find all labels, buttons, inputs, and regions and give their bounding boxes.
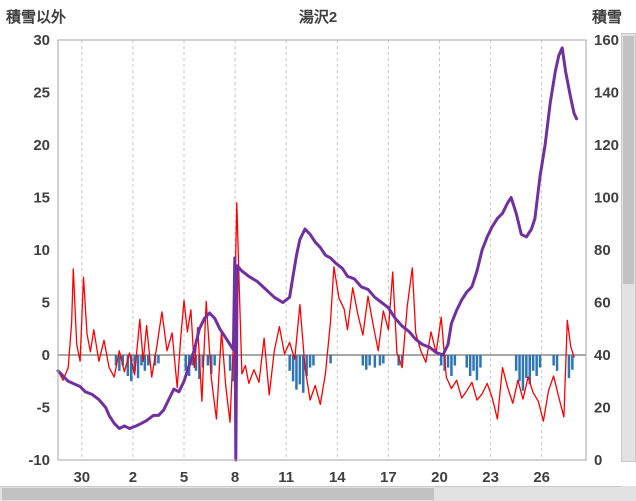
x-axis-tick-label: 23 — [482, 469, 499, 486]
blue-bars-bar — [378, 355, 382, 366]
right-axis-title: 積雪 — [591, 9, 622, 26]
blue-bars-bar — [291, 355, 295, 382]
blue-bars-bar — [312, 355, 315, 366]
blue-bars-bar — [555, 355, 559, 371]
x-axis-tick-label: 14 — [329, 469, 346, 486]
horizontal-scrollbar[interactable] — [0, 486, 636, 501]
blue-bars-bar — [382, 355, 385, 364]
scrollbar-corner — [621, 486, 636, 501]
blue-bars-bar — [191, 355, 194, 366]
left-axis-tick-label: 5 — [42, 295, 50, 312]
blue-bars-bar — [136, 355, 140, 379]
left-axis-tick-label: 10 — [33, 242, 50, 259]
blue-bars-bar — [571, 355, 574, 370]
left-axis-tick-label: -10 — [28, 452, 50, 469]
blue-bars-bar — [206, 355, 210, 366]
blue-bars-bar — [305, 355, 308, 376]
blue-bars-bar — [528, 355, 531, 385]
blue-bars-bar — [368, 355, 371, 366]
blue-bars-bar — [201, 355, 204, 368]
blue-bars-bar — [518, 355, 521, 382]
blue-bars-bar — [295, 355, 298, 390]
left-axis-title: 積雪以外 — [6, 9, 67, 26]
blue-bars-bar — [475, 355, 479, 381]
blue-bars-bar — [210, 355, 213, 374]
right-axis-tick-label: 160 — [594, 32, 619, 49]
right-axis-tick-label: 120 — [594, 137, 619, 154]
left-axis-tick-label: -5 — [37, 400, 50, 417]
right-axis-tick-label: 60 — [594, 295, 611, 312]
x-axis-tick-label: 11 — [278, 469, 294, 486]
blue-bars-bar — [535, 355, 538, 376]
blue-bars-bar — [329, 355, 332, 364]
blue-bars-bar — [453, 355, 457, 366]
blue-bars-bar — [538, 355, 542, 368]
x-axis-tick-label: 5 — [180, 469, 188, 486]
left-axis-tick-label: 20 — [33, 137, 50, 154]
blue-bars-bar — [121, 355, 124, 366]
left-axis-tick-label: 25 — [33, 85, 50, 102]
blue-bars-bar — [184, 355, 187, 371]
right-axis-tick-label: 100 — [594, 190, 619, 207]
x-axis-tick-label: 30 — [73, 469, 90, 486]
blue-bars-bar — [114, 355, 118, 366]
blue-bars-bar — [228, 355, 232, 371]
blue-bars-bar — [465, 355, 468, 368]
left-axis-tick-label: 30 — [33, 32, 50, 49]
horizontal-scrollbar-thumb[interactable] — [2, 488, 435, 500]
right-axis-tick-label: 140 — [594, 85, 619, 102]
x-axis-tick-label: 20 — [431, 469, 448, 486]
right-axis-tick-label: 80 — [594, 242, 611, 259]
blue-bars-bar — [232, 355, 235, 382]
blue-bars-bar — [302, 355, 305, 393]
blue-bars-bar — [361, 355, 365, 366]
blue-bars-bar — [213, 355, 216, 366]
blue-bars-bar — [450, 355, 453, 376]
blue-bars-bar — [194, 355, 198, 371]
blue-bars-bar — [552, 355, 555, 366]
blue-bars-bar — [147, 355, 150, 366]
blue-bars-bar — [440, 355, 443, 366]
blue-bars-bar — [472, 355, 475, 371]
left-axis-tick-label: 15 — [33, 190, 50, 207]
x-axis-tick-label: 17 — [380, 469, 397, 486]
x-axis-tick-label: 26 — [533, 469, 550, 486]
vertical-scrollbar[interactable] — [621, 33, 636, 462]
blue-bars-bar — [140, 355, 143, 366]
right-axis-tick-label: 40 — [594, 347, 611, 364]
blue-bars-bar — [468, 355, 472, 376]
blue-bars-bar — [365, 355, 368, 370]
blue-bars-bar — [126, 355, 130, 376]
x-axis-tick-label: 8 — [231, 469, 239, 486]
blue-bars-bar — [288, 355, 291, 371]
red-line-series — [57, 202, 575, 423]
blue-bars-bar — [130, 355, 133, 382]
blue-bars-bar — [157, 355, 160, 364]
blue-bars-bar — [525, 355, 528, 379]
blue-bars-bar — [118, 355, 121, 371]
blue-bars-bar — [143, 355, 147, 371]
plot-frame — [57, 39, 587, 461]
blue-bars-bar — [531, 355, 535, 371]
x-axis-tick-label: 2 — [129, 469, 137, 486]
blue-bars-bar — [397, 355, 400, 366]
purple-line-series — [56, 46, 579, 462]
blue-bars-bar — [446, 355, 450, 368]
blue-bars-bar — [373, 355, 377, 368]
blue-bars-bar — [514, 355, 518, 371]
blue-bars-bar — [521, 355, 525, 391]
right-axis-tick-label: 20 — [594, 400, 611, 417]
blue-bars-bar — [308, 355, 312, 368]
blue-bars-bar — [567, 355, 571, 379]
vertical-scrollbar-thumb[interactable] — [623, 36, 634, 284]
blue-bars-bar — [479, 355, 482, 368]
blue-bars-bar — [400, 355, 404, 364]
right-axis-tick-label: 0 — [594, 452, 602, 469]
chart-title: 湯沢2 — [298, 9, 338, 26]
blue-bars-bar — [133, 355, 136, 371]
blue-bars-bar — [298, 355, 302, 385]
left-axis-tick-label: 0 — [42, 347, 50, 364]
